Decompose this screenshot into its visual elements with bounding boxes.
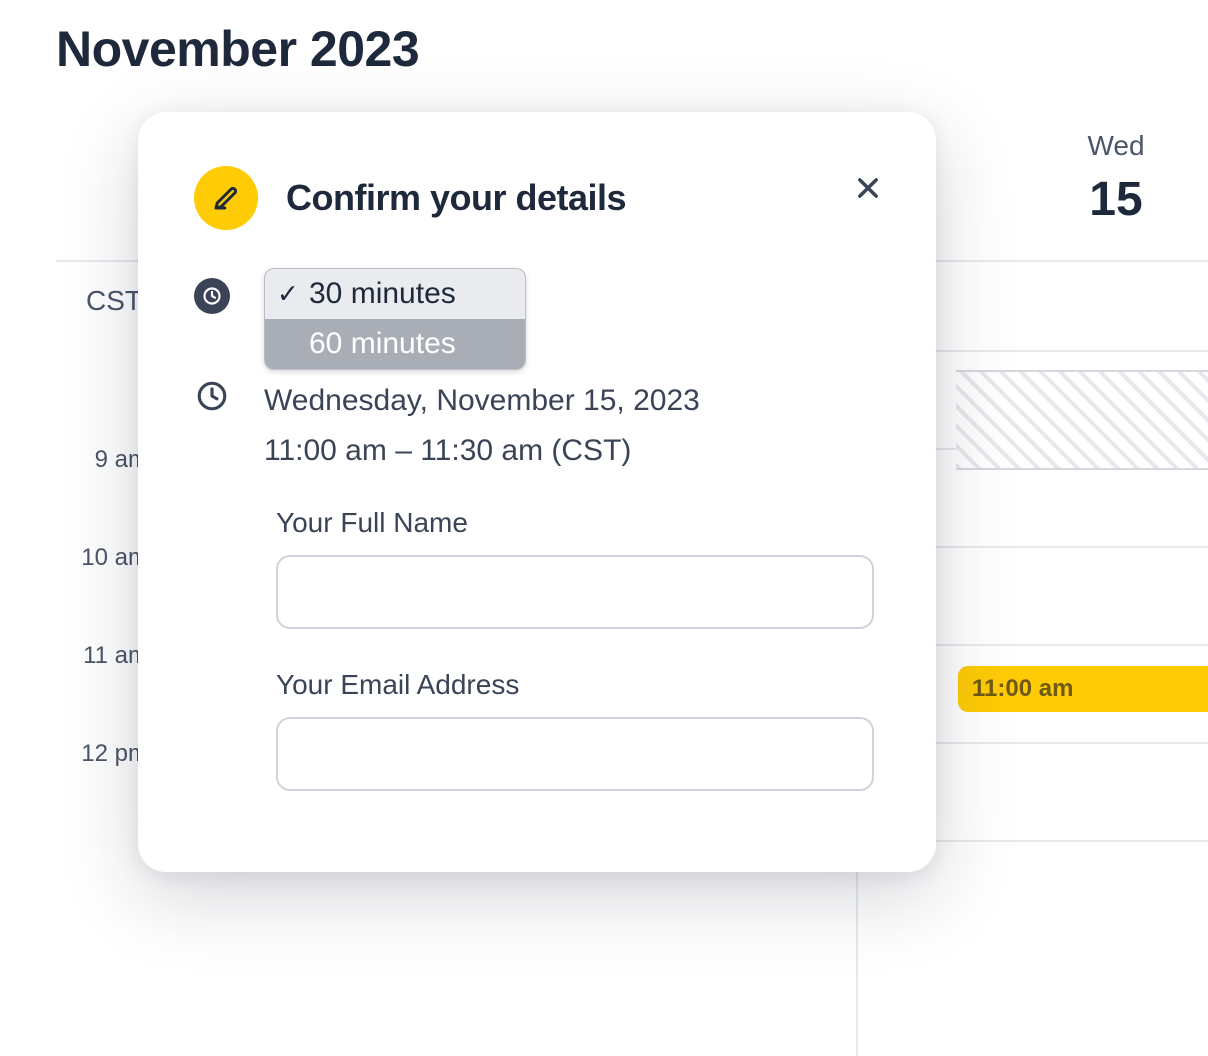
appointment-time: 11:00 am – 11:30 am (CST): [264, 426, 700, 476]
pencil-icon: [211, 183, 241, 213]
duration-dropdown[interactable]: ✓ 30 minutes 60 minutes: [264, 268, 526, 370]
modal-title: Confirm your details: [286, 177, 626, 219]
duration-option-label: 60 minutes: [309, 327, 456, 360]
clock-icon: [202, 286, 222, 306]
calendar-event-chip[interactable]: 11:00 am: [958, 666, 1208, 712]
calendar-day-of-week: Wed: [1036, 130, 1196, 162]
duration-option-60[interactable]: 60 minutes: [265, 319, 525, 369]
datetime-clock-icon-wrap: [194, 378, 230, 414]
close-button[interactable]: [848, 168, 888, 208]
modal-header: Confirm your details: [194, 166, 880, 230]
duration-option-30[interactable]: ✓ 30 minutes: [265, 269, 525, 319]
calendar-timezone-label: CST: [86, 285, 142, 317]
checkmark-icon: ✓: [277, 279, 299, 310]
calendar-day-header[interactable]: Wed 15: [1036, 130, 1196, 227]
appointment-date: Wednesday, November 15, 2023: [264, 376, 700, 426]
datetime-row: Wednesday, November 15, 2023 11:00 am – …: [194, 376, 880, 475]
page-month-title: November 2023: [56, 20, 419, 78]
name-label: Your Full Name: [276, 507, 880, 539]
calendar-day-number: 15: [1036, 172, 1196, 227]
email-label: Your Email Address: [276, 669, 880, 701]
modal-detail-rows: ✓ 30 minutes 60 minutes Wednesday, Novem…: [194, 276, 880, 475]
name-field-group: Your Full Name: [276, 507, 880, 629]
edit-icon-badge: [194, 166, 258, 230]
calendar-busy-block: [956, 370, 1208, 470]
clock-outline-icon: [195, 379, 229, 413]
calendar-event-time: 11:00 am: [972, 675, 1073, 703]
full-name-input[interactable]: [276, 555, 874, 629]
duration-option-label: 30 minutes: [309, 277, 456, 310]
duration-row: ✓ 30 minutes 60 minutes: [194, 276, 880, 346]
email-input[interactable]: [276, 717, 874, 791]
email-field-group: Your Email Address: [276, 669, 880, 791]
duration-solid-clock-icon: [194, 278, 230, 314]
details-form: Your Full Name Your Email Address: [276, 507, 880, 791]
close-icon: [854, 174, 882, 202]
confirm-details-modal: Confirm your details ✓ 30 minutes: [138, 112, 936, 872]
datetime-text: Wednesday, November 15, 2023 11:00 am – …: [264, 376, 700, 475]
